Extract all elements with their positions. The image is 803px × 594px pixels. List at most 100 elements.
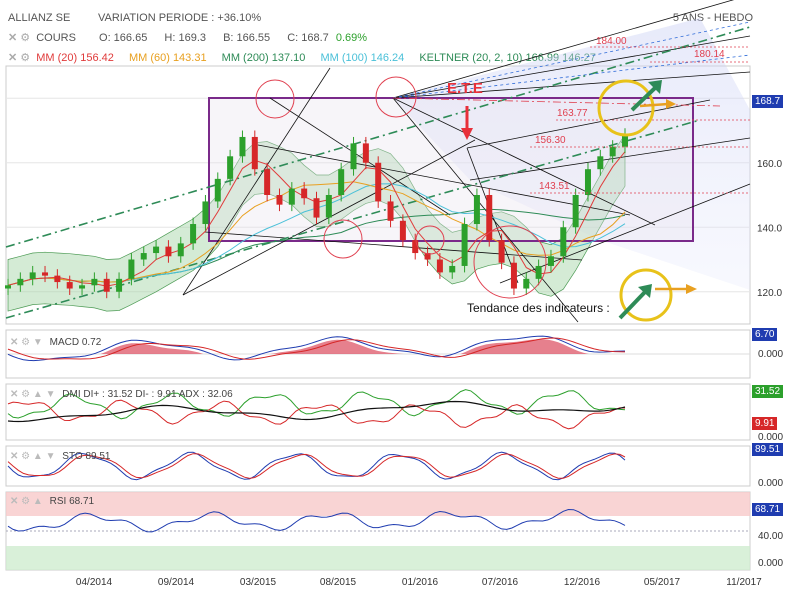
- level-label-156: 156.30: [535, 135, 566, 146]
- candle-body: [42, 272, 49, 276]
- candle-body: [399, 220, 406, 241]
- x-tick-label: 08/2015: [320, 577, 357, 588]
- quote-row: ✕ ⚙ COURS O: 166.65 H: 169.3 B: 166.55 C…: [8, 31, 367, 44]
- close-icon[interactable]: ✕: [10, 451, 19, 462]
- quote-open: O: 166.65: [99, 32, 148, 44]
- candle-body: [301, 188, 308, 199]
- gear-icon[interactable]: ⚙: [21, 451, 31, 462]
- candle-body: [202, 201, 209, 225]
- candle-body: [239, 136, 246, 157]
- candle-body: [325, 195, 332, 218]
- close-icon[interactable]: ✕: [10, 389, 19, 400]
- candle-body: [498, 240, 505, 263]
- legend-mm100: MM (100) 146.24: [320, 52, 405, 64]
- rsi-zero-tick: 0.000: [758, 558, 784, 569]
- x-tick-label: 05/2017: [644, 577, 681, 588]
- close-icon[interactable]: ✕: [8, 32, 18, 44]
- variation-label: VARIATION PERIODE : +36.10%: [98, 12, 262, 24]
- candle-body: [165, 246, 172, 257]
- candle-body: [140, 253, 147, 260]
- candle-body: [227, 156, 234, 179]
- candle-body: [116, 278, 123, 292]
- sto-title: STO: [62, 451, 83, 462]
- right-arrow-icon: [666, 99, 676, 109]
- candle-body: [17, 278, 24, 286]
- quote-label: COURS: [36, 32, 76, 44]
- macd-histogram: [8, 339, 625, 354]
- x-tick-label: 01/2016: [402, 577, 439, 588]
- indicator-trend-circle: [619, 268, 673, 322]
- dmi-panel: [5, 383, 751, 441]
- candle-body: [597, 156, 604, 170]
- legend-mm60: MM (60) 143.31: [128, 52, 207, 64]
- close-icon[interactable]: ✕: [10, 337, 19, 348]
- arrow-up-icon[interactable]: ▲: [32, 389, 43, 400]
- candle-body: [584, 169, 591, 195]
- pivot-circles: [255, 76, 547, 299]
- dmi-minus-line: [7, 399, 626, 430]
- candle-body: [276, 195, 283, 205]
- trend-circle: [597, 79, 655, 137]
- arrow-down-icon[interactable]: ▼: [45, 451, 56, 462]
- candle-body: [547, 256, 554, 266]
- level-label-143: 143.51: [539, 181, 570, 192]
- trend-lines: [182, 0, 751, 323]
- close-icon[interactable]: ✕: [8, 52, 18, 64]
- quote-change: 0.69%: [335, 32, 368, 44]
- candle-body: [350, 143, 357, 170]
- ete-arrow-icon: [461, 128, 473, 140]
- arrow-up-icon[interactable]: ▲: [32, 496, 43, 507]
- x-tick-label: 11/2017: [726, 577, 762, 588]
- last-price-badge: 168.7: [752, 95, 784, 108]
- close-icon[interactable]: ✕: [10, 496, 19, 507]
- candle-body: [362, 143, 369, 163]
- candle-body: [622, 134, 628, 147]
- level-label-184: 184.00: [596, 36, 627, 47]
- dmi-plus-line: [7, 389, 626, 420]
- rsi-title: RSI: [49, 496, 67, 507]
- macd-controls: ✕ ⚙ ▼ MACD 0.72: [10, 337, 101, 348]
- legend-mm20: MM (20) 156.42: [36, 52, 114, 64]
- x-tick-label: 04/2014: [76, 577, 113, 588]
- dmi-zero-tick: 0.000: [758, 432, 784, 443]
- candle-body: [572, 195, 579, 228]
- candle-body: [251, 136, 258, 170]
- candle-body: [177, 243, 184, 257]
- x-tick-label: 09/2014: [158, 577, 195, 588]
- candle-body: [412, 240, 419, 254]
- up-arrow-icon: [648, 80, 662, 94]
- gear-icon[interactable]: ⚙: [21, 389, 31, 400]
- candlesticks: [5, 128, 628, 299]
- macd-signal-line: [7, 337, 626, 360]
- arrow-up-icon[interactable]: ▲: [32, 451, 43, 462]
- candle-body: [103, 278, 110, 292]
- candle-body: [79, 285, 86, 289]
- gear-icon[interactable]: ⚙: [21, 337, 31, 348]
- gear-icon[interactable]: ⚙: [20, 52, 31, 64]
- rsi-overbought-zone: [6, 492, 750, 516]
- x-tick-label: 03/2015: [240, 577, 277, 588]
- x-axis: 04/2014 09/2014 03/2015 08/2015 01/2016 07/20…: [76, 577, 762, 588]
- legend-mm200: MM (200) 137.10: [221, 52, 306, 64]
- gear-icon[interactable]: ⚙: [20, 32, 31, 44]
- rsi-value: 68.71: [69, 496, 95, 507]
- macd-value: 0.72: [81, 337, 102, 348]
- candle-body: [609, 146, 616, 157]
- rsi-oversold-zone: [6, 546, 750, 570]
- arrow-down-icon[interactable]: ▼: [45, 389, 56, 400]
- candle-body: [264, 169, 271, 195]
- dmi-plus-badge: 31.52: [752, 385, 784, 398]
- up-arrow-icon: [638, 284, 652, 298]
- macd-zero-tick: 0.000: [758, 349, 784, 360]
- gear-icon[interactable]: ⚙: [21, 496, 31, 507]
- y-tick-label: 160.0: [757, 159, 782, 170]
- candle-body: [338, 169, 345, 195]
- candle-body: [473, 195, 480, 225]
- sto-k-line: [7, 451, 626, 481]
- y-tick-label: 120.0: [757, 288, 782, 299]
- arrow-down-icon[interactable]: ▼: [32, 337, 43, 348]
- level-lines: [530, 46, 750, 194]
- candle-body: [486, 195, 493, 241]
